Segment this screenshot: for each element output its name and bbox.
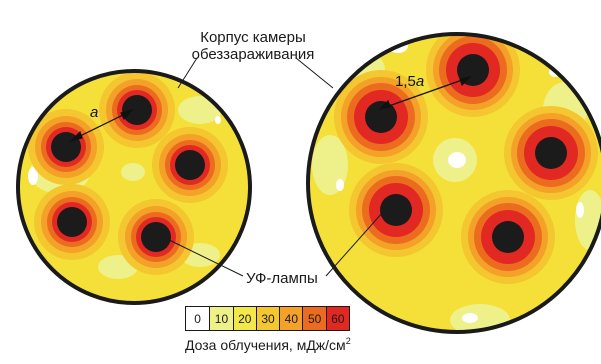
- dose-patch-10: [121, 163, 145, 181]
- chamber-right-outline: [306, 32, 601, 334]
- scale-swatch-0: 0: [186, 307, 210, 330]
- dose-patch-0: [28, 167, 38, 185]
- uv-lamp: [28, 109, 104, 185]
- uv-lamps-label: УФ-лампы: [246, 270, 318, 287]
- scale-swatch-20: 20: [232, 307, 256, 330]
- lamps-left: [28, 72, 228, 275]
- arrowhead: [120, 108, 134, 121]
- scale-swatch-60: 60: [325, 307, 350, 330]
- housing-callout-line-right: [295, 57, 334, 89]
- dose-scale-caption: Доза облучения, мДж/см2: [185, 336, 375, 353]
- dose-patch-0: [336, 179, 344, 191]
- arrowhead: [378, 99, 391, 110]
- lamp-core: [365, 101, 397, 133]
- lamps-right: [334, 34, 598, 284]
- uv-lamp: [152, 127, 228, 203]
- uv-lamp: [118, 199, 194, 275]
- scale-swatch-40: 40: [279, 307, 303, 330]
- lamp-core: [122, 95, 152, 125]
- distance-label-number: 1,5: [395, 73, 416, 90]
- dose-scale-caption-text: Доза облучения, мДж/см: [185, 337, 346, 353]
- uv-lamp: [504, 106, 598, 200]
- uv-lamp: [349, 163, 443, 257]
- distance-label-a: a: [90, 104, 99, 121]
- distance-arrow-a: [75, 112, 128, 139]
- lamps-callout-line-right: [325, 211, 384, 277]
- arrowhead: [459, 76, 472, 87]
- housing-label: Корпус камеры обеззараживания: [178, 29, 328, 63]
- uv-lamp: [461, 190, 555, 284]
- chamber-left: [16, 69, 252, 305]
- lamp-core: [492, 221, 524, 253]
- lamp-core: [535, 137, 567, 169]
- dose-patch-10: [178, 96, 222, 124]
- distance-label-unit: a: [415, 73, 425, 90]
- housing-callout-line-left: [177, 57, 198, 89]
- lamp-core: [57, 207, 87, 237]
- dose-patch-0: [215, 116, 221, 124]
- chamber-right: [306, 32, 601, 334]
- chamber-left-outline: [16, 69, 252, 305]
- dose-patch-0: [448, 152, 466, 168]
- housing-label-line1: Корпус камеры: [200, 29, 306, 46]
- scale-swatch-10: 10: [209, 307, 233, 330]
- uv-lamp: [34, 184, 110, 260]
- lamps-callout-line-left: [162, 236, 244, 277]
- distance-arrow-1-5a: [385, 78, 466, 108]
- distance-arrows: [68, 76, 472, 143]
- uv-lamp: [426, 34, 520, 117]
- uv-lamp: [99, 72, 175, 148]
- distance-label-1-5a: 1,5a: [395, 73, 424, 90]
- scale-swatch-30: 30: [255, 307, 280, 330]
- scale-swatch-50: 50: [302, 307, 326, 330]
- housing-label-line2: обеззараживания: [191, 46, 315, 63]
- lamp-core: [380, 194, 412, 226]
- dose-scale-caption-superscript: 2: [345, 336, 351, 346]
- dose-patch-0: [462, 313, 478, 323]
- dose-patch-0: [576, 202, 584, 218]
- lamp-core: [175, 150, 205, 180]
- dose-color-scale: 0 10 20 30 40 50 60: [185, 306, 351, 331]
- callout-lines: [162, 57, 384, 277]
- arrowhead: [68, 130, 83, 143]
- lamp-core: [141, 222, 171, 252]
